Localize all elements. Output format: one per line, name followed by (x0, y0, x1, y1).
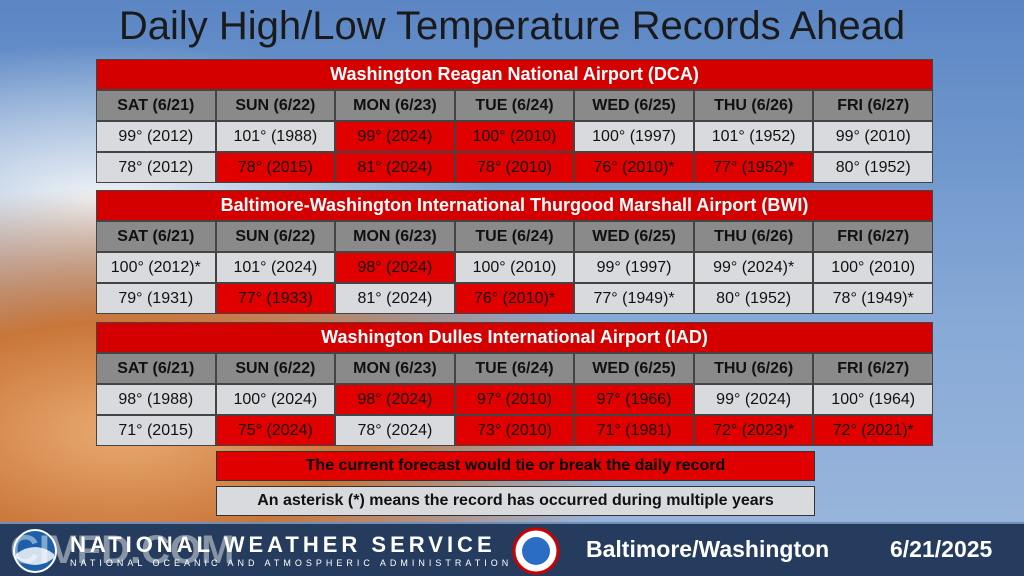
day-header: SAT (6/21) (96, 353, 216, 384)
record-high: 101° (1952) (693, 121, 814, 152)
watermark: CIVFD.COM (10, 528, 235, 572)
record-high: 100° (1997) (574, 121, 694, 152)
record-low: 77° (1949)* (574, 283, 694, 314)
record-high: 98° (2024) (335, 384, 455, 415)
day-header: THU (6/26) (693, 90, 814, 121)
record-low: 78° (1949)* (813, 283, 933, 314)
record-low: 81° (2024) (335, 283, 455, 314)
legend-asterisk: An asterisk (*) means the record has occ… (216, 486, 815, 516)
record-high: 101° (1988) (215, 121, 336, 152)
date: 6/21/2025 (890, 536, 993, 562)
subagency: NATIONAL OCEANIC AND ATMOSPHERIC ADMINIS… (70, 558, 513, 568)
record-low: 76° (2010)* (574, 152, 694, 183)
day-header: MON (6/23) (335, 90, 455, 121)
record-low: 80° (1952) (693, 283, 814, 314)
record-low: 78° (2015) (215, 152, 336, 183)
day-header: TUE (6/24) (454, 221, 575, 252)
table-title: Washington Dulles International Airport … (96, 322, 933, 353)
record-low: 78° (2024) (335, 415, 455, 446)
table-title: Baltimore-Washington International Thurg… (96, 190, 933, 221)
record-low: 78° (2012) (96, 152, 216, 183)
record-low: 78° (2010) (454, 152, 575, 183)
record-high: 100° (2012)* (96, 252, 216, 283)
record-high: 100° (2010) (454, 121, 575, 152)
record-low: 81° (2024) (335, 152, 455, 183)
day-header: MON (6/23) (335, 353, 455, 384)
record-low: 77° (1933) (215, 283, 336, 314)
record-low: 76° (2010)* (454, 283, 575, 314)
record-low: 75° (2024) (215, 415, 336, 446)
day-header: MON (6/23) (335, 221, 455, 252)
day-header: WED (6/25) (574, 90, 694, 121)
day-header: SAT (6/21) (96, 221, 216, 252)
record-high: 98° (1988) (96, 384, 216, 415)
day-header: FRI (6/27) (813, 221, 933, 252)
record-high: 99° (1997) (574, 252, 694, 283)
record-high: 100° (2024) (215, 384, 336, 415)
record-high: 101° (2024) (215, 252, 336, 283)
record-high: 99° (2024) (693, 384, 814, 415)
record-low: 77° (1952)* (693, 152, 814, 183)
office: Baltimore/Washington (586, 536, 830, 562)
record-high: 97° (1966) (574, 384, 694, 415)
record-low: 73° (2010) (454, 415, 575, 446)
record-low: 71° (1981) (574, 415, 694, 446)
record-high: 99° (2010) (813, 121, 933, 152)
record-high: 100° (1964) (813, 384, 933, 415)
day-header: SAT (6/21) (96, 90, 216, 121)
record-low: 72° (2023)* (693, 415, 814, 446)
day-header: THU (6/26) (693, 221, 814, 252)
record-high: 99° (2024)* (693, 252, 814, 283)
day-header: SUN (6/22) (215, 90, 336, 121)
day-header: FRI (6/27) (813, 90, 933, 121)
legend-highlight: The current forecast would tie or break … (216, 451, 815, 481)
day-header: WED (6/25) (574, 221, 694, 252)
record-high: 97° (2010) (454, 384, 575, 415)
nws-logo (512, 527, 560, 575)
record-high: 98° (2024) (335, 252, 455, 283)
day-header: TUE (6/24) (454, 353, 575, 384)
page-title: Daily High/Low Temperature Records Ahead (118, 4, 906, 48)
day-header: THU (6/26) (693, 353, 814, 384)
record-low: 80° (1952) (813, 152, 933, 183)
record-low: 72° (2021)* (813, 415, 933, 446)
record-high: 99° (2012) (96, 121, 216, 152)
record-high: 100° (2010) (813, 252, 933, 283)
day-header: SUN (6/22) (215, 353, 336, 384)
record-high: 99° (2024) (335, 121, 455, 152)
footer: NATIONAL WEATHER SERVICE NATIONAL OCEANI… (0, 522, 1024, 576)
day-header: SUN (6/22) (215, 221, 336, 252)
day-header: TUE (6/24) (454, 90, 575, 121)
day-header: FRI (6/27) (813, 353, 933, 384)
noaa-logo (13, 529, 57, 573)
day-header: WED (6/25) (574, 353, 694, 384)
record-low: 71° (2015) (96, 415, 216, 446)
record-high: 100° (2010) (454, 252, 575, 283)
table-title: Washington Reagan National Airport (DCA) (96, 59, 933, 90)
agency: NATIONAL WEATHER SERVICE (70, 532, 496, 557)
record-low: 79° (1931) (96, 283, 216, 314)
